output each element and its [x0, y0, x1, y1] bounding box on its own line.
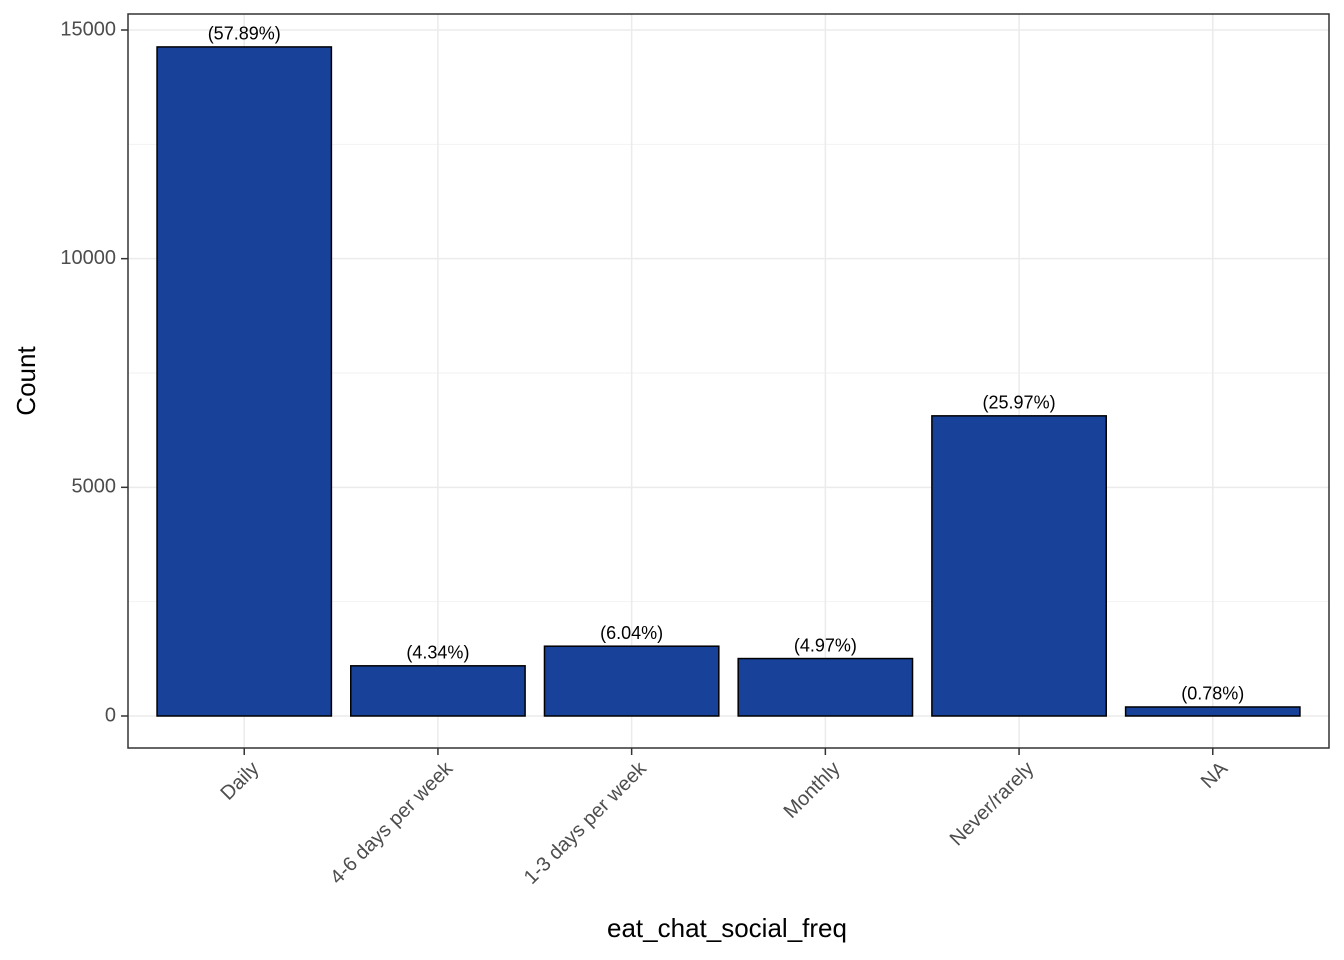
x-tick-label: 1-3 days per week: [520, 757, 652, 889]
x-tick-label: Never/rarely: [946, 758, 1039, 851]
y-tick-label: 10000: [60, 247, 116, 269]
x-axis-title: eat_chat_social_freq: [607, 913, 847, 943]
y-tick-label: 15000: [60, 18, 116, 40]
bar: [1124, 706, 1301, 717]
bar-label: (6.04%): [600, 623, 663, 643]
x-tick-label: NA: [1197, 757, 1233, 793]
bar-label: (4.97%): [794, 635, 857, 655]
bar-label: (25.97%): [983, 393, 1056, 413]
x-tick-label: Daily: [217, 758, 264, 805]
y-tick-label: 0: [105, 704, 116, 726]
bar-label: (4.34%): [406, 643, 469, 663]
bar: [543, 645, 720, 717]
panel-border: [127, 13, 1330, 749]
bar: [737, 657, 914, 717]
bar: [156, 46, 333, 717]
y-axis-title: Count: [11, 346, 41, 416]
bar: [931, 415, 1107, 717]
bar-label: (0.78%): [1181, 684, 1244, 704]
bar-label: (57.89%): [208, 24, 281, 44]
x-tick-label: 4-6 days per week: [326, 757, 458, 889]
bar: [350, 665, 526, 717]
y-tick-label: 5000: [72, 476, 117, 498]
x-tick-label: Monthly: [780, 758, 845, 823]
